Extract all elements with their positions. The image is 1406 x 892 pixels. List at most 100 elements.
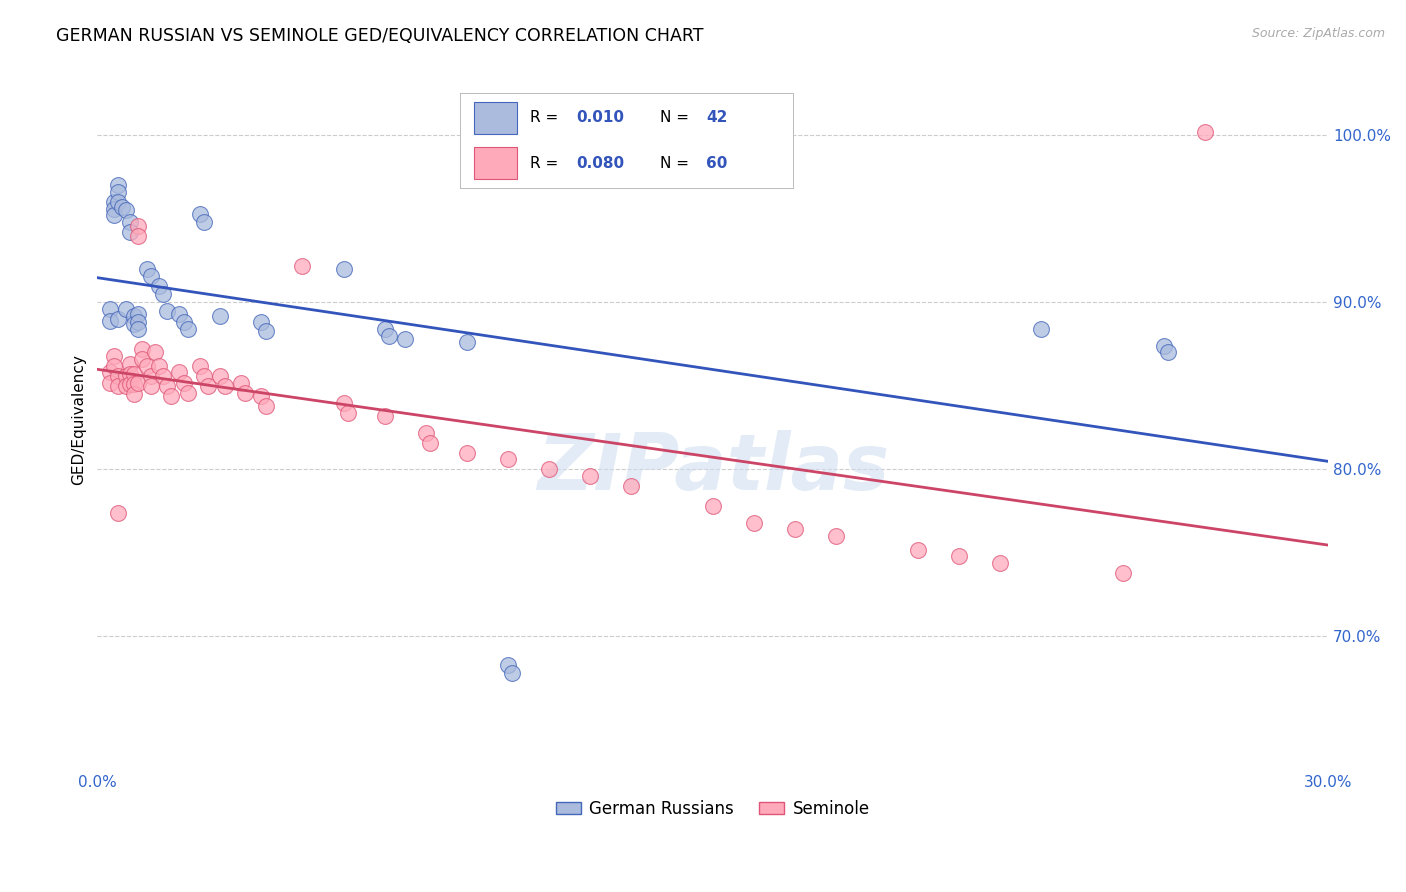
- Text: ZIPatlas: ZIPatlas: [537, 430, 889, 507]
- Point: [127, 219, 149, 233]
- Point: [1194, 125, 1216, 139]
- Point: [291, 259, 314, 273]
- Point: [496, 657, 519, 672]
- Point: [98, 376, 121, 390]
- Point: [209, 309, 232, 323]
- Point: [103, 202, 125, 216]
- Point: [139, 268, 162, 283]
- Point: [250, 315, 273, 329]
- Point: [254, 324, 277, 338]
- Point: [336, 406, 359, 420]
- Point: [496, 452, 519, 467]
- Point: [254, 399, 277, 413]
- Point: [148, 278, 170, 293]
- Point: [456, 335, 478, 350]
- Point: [107, 195, 129, 210]
- Point: [98, 301, 121, 316]
- Point: [1029, 322, 1052, 336]
- Point: [948, 549, 970, 564]
- Point: [373, 409, 395, 423]
- Point: [176, 385, 198, 400]
- Point: [120, 225, 142, 239]
- Point: [107, 178, 129, 193]
- Point: [197, 379, 219, 393]
- Point: [127, 307, 149, 321]
- Point: [124, 387, 146, 401]
- Point: [120, 367, 142, 381]
- Point: [1112, 566, 1135, 580]
- Point: [988, 556, 1011, 570]
- Point: [373, 322, 395, 336]
- Point: [169, 366, 191, 380]
- Point: [176, 322, 198, 336]
- Text: GERMAN RUSSIAN VS SEMINOLE GED/EQUIVALENCY CORRELATION CHART: GERMAN RUSSIAN VS SEMINOLE GED/EQUIVALEN…: [56, 27, 704, 45]
- Point: [394, 332, 416, 346]
- Point: [124, 377, 146, 392]
- Point: [907, 542, 929, 557]
- Point: [537, 462, 560, 476]
- Point: [135, 262, 157, 277]
- Point: [501, 666, 523, 681]
- Point: [193, 215, 215, 229]
- Point: [419, 435, 441, 450]
- Point: [209, 368, 232, 383]
- Point: [107, 379, 129, 393]
- Point: [620, 479, 643, 493]
- Point: [115, 203, 138, 218]
- Point: [415, 425, 437, 440]
- Point: [824, 529, 846, 543]
- Point: [250, 389, 273, 403]
- Point: [127, 376, 149, 390]
- Point: [169, 307, 191, 321]
- Point: [188, 207, 211, 221]
- Point: [115, 368, 138, 383]
- Point: [332, 395, 354, 409]
- Point: [111, 200, 134, 214]
- Point: [173, 315, 195, 329]
- Point: [160, 389, 183, 403]
- Point: [139, 368, 162, 383]
- Point: [103, 209, 125, 223]
- Point: [124, 367, 146, 381]
- Point: [188, 359, 211, 373]
- Point: [107, 368, 129, 383]
- Point: [103, 349, 125, 363]
- Point: [115, 301, 138, 316]
- Point: [98, 314, 121, 328]
- Point: [702, 499, 724, 513]
- Point: [131, 342, 153, 356]
- Point: [1153, 339, 1175, 353]
- Text: Source: ZipAtlas.com: Source: ZipAtlas.com: [1251, 27, 1385, 40]
- Point: [193, 368, 215, 383]
- Point: [127, 228, 149, 243]
- Point: [332, 262, 354, 277]
- Point: [124, 317, 146, 331]
- Point: [152, 287, 174, 301]
- Point: [148, 359, 170, 373]
- Point: [173, 376, 195, 390]
- Point: [152, 368, 174, 383]
- Point: [143, 345, 166, 359]
- Point: [131, 352, 153, 367]
- Point: [103, 359, 125, 373]
- Point: [456, 445, 478, 459]
- Point: [783, 523, 806, 537]
- Point: [124, 309, 146, 323]
- Point: [156, 379, 179, 393]
- Point: [120, 215, 142, 229]
- Point: [377, 328, 399, 343]
- Point: [229, 376, 252, 390]
- Point: [107, 312, 129, 326]
- Point: [139, 379, 162, 393]
- Point: [578, 469, 600, 483]
- Point: [107, 185, 129, 199]
- Point: [742, 516, 765, 530]
- Point: [1157, 345, 1180, 359]
- Point: [115, 379, 138, 393]
- Point: [233, 385, 256, 400]
- Point: [127, 322, 149, 336]
- Y-axis label: GED/Equivalency: GED/Equivalency: [72, 354, 86, 484]
- Point: [214, 379, 236, 393]
- Point: [135, 359, 157, 373]
- Point: [120, 357, 142, 371]
